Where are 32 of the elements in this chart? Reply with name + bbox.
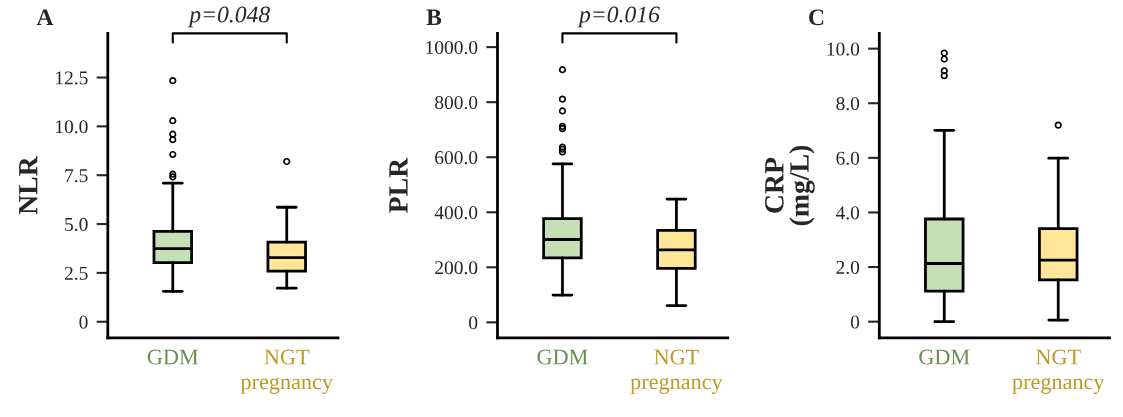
y-tick-label: 4.0 — [835, 206, 860, 220]
y-tick-label: 2.5 — [64, 266, 88, 280]
y-tick-label: 0 — [79, 315, 88, 329]
chart-title: B — [426, 9, 442, 26]
y-tick-label: 600.0 — [435, 151, 478, 165]
y-tick-label: 0 — [469, 316, 478, 330]
x-tick-label: NGT pregnancy — [240, 349, 333, 394]
y-tick-label: 800.0 — [435, 95, 478, 110]
y-tick-label: 400.0 — [434, 206, 478, 220]
y-axis-title: CRP (mg/L) — [765, 145, 815, 226]
y-tick-label: 5.0 — [65, 217, 88, 232]
y-tick-label: 2.0 — [836, 260, 860, 275]
y-tick-label: 10.0 — [56, 120, 88, 134]
x-tick-label: NGT pregnancy — [630, 349, 723, 394]
x-tick-label: GDM — [537, 349, 588, 365]
x-tick-label: GDM — [919, 349, 970, 365]
y-tick-label: 200.0 — [435, 261, 478, 275]
y-tick-label: 12.5 — [56, 71, 88, 85]
x-tick-label: NGT pregnancy — [1012, 349, 1105, 394]
y-tick-label: 0 — [850, 315, 860, 329]
y-axis-title: PLR — [389, 157, 408, 213]
y-tick-label: 6.0 — [836, 151, 860, 165]
text: p=0.016 — [577, 6, 660, 28]
y-tick-label: 10.0 — [827, 42, 860, 56]
y-tick-label: 8.0 — [836, 97, 860, 111]
y-tick-label: 7.5 — [65, 169, 88, 183]
x-tick-label: GDM — [147, 349, 199, 365]
chart-title: A — [36, 9, 54, 26]
y-axis-title: NLR — [19, 156, 38, 215]
text: p=0.048 — [187, 6, 270, 28]
chart-title: C — [809, 9, 824, 26]
y-tick-label: 1000.0 — [426, 40, 478, 55]
